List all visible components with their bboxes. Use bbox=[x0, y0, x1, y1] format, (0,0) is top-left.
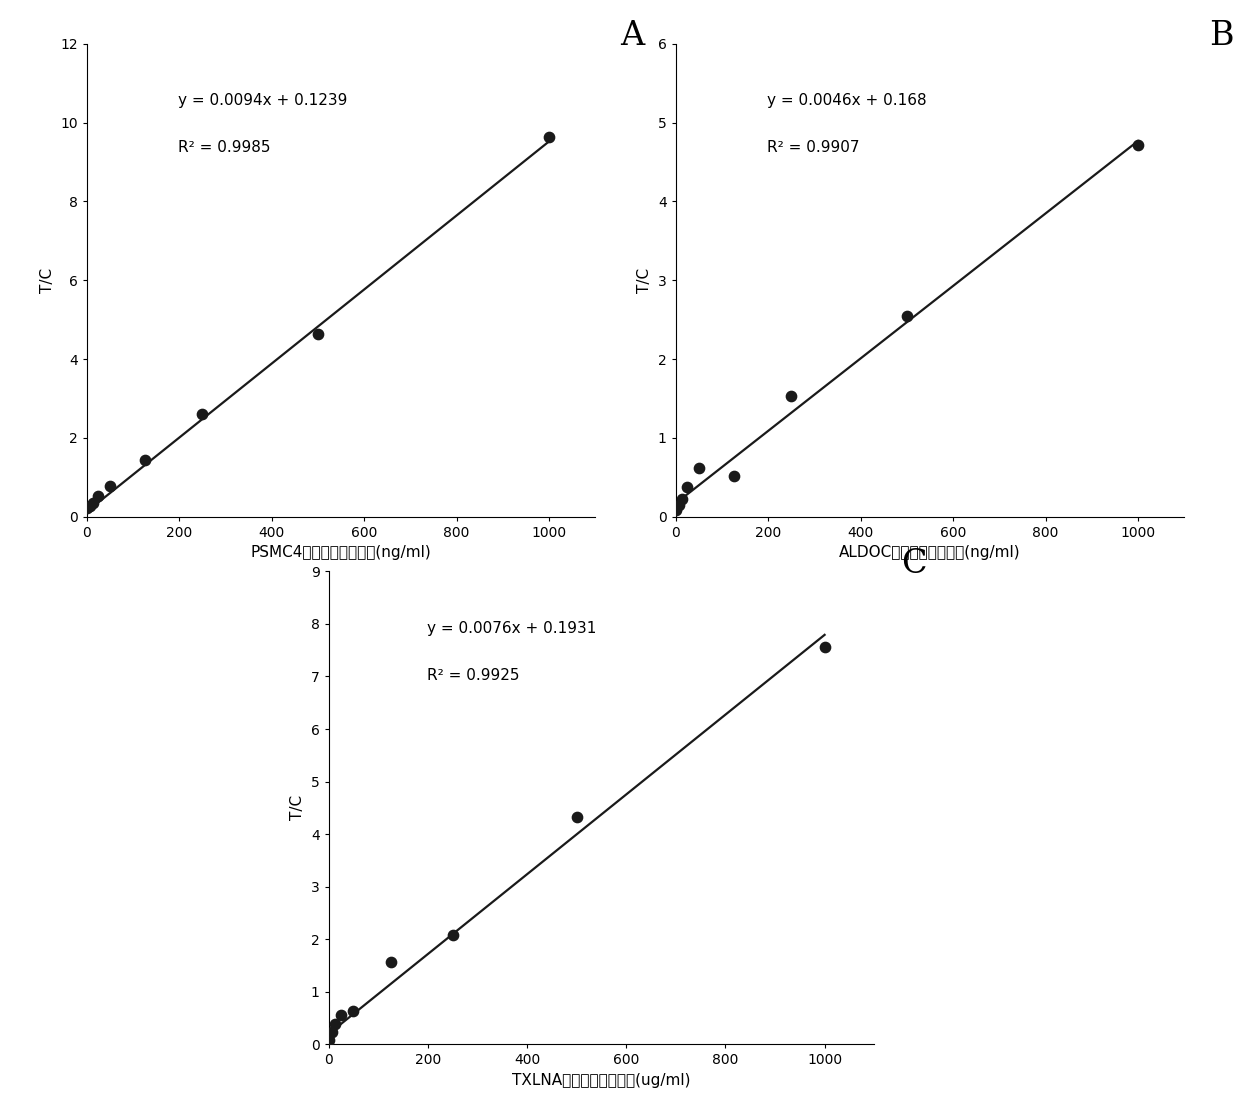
Point bbox=[668, 496, 688, 513]
X-axis label: ALDOC蛋白标准抗体浓度(ng/ml): ALDOC蛋白标准抗体浓度(ng/ml) bbox=[839, 545, 1021, 560]
X-axis label: PSMC4蛋白标准抗体浓度(ng/ml): PSMC4蛋白标准抗体浓度(ng/ml) bbox=[250, 545, 432, 560]
Point bbox=[815, 637, 835, 655]
Point bbox=[443, 926, 463, 944]
Text: A: A bbox=[620, 20, 645, 53]
Point bbox=[781, 387, 801, 404]
Y-axis label: T/C: T/C bbox=[637, 268, 652, 292]
Text: y = 0.0076x + 0.1931: y = 0.0076x + 0.1931 bbox=[427, 621, 596, 635]
Point bbox=[1128, 136, 1148, 154]
Point bbox=[192, 404, 212, 422]
Point bbox=[897, 308, 916, 325]
Point bbox=[666, 501, 686, 519]
Point bbox=[672, 490, 692, 508]
Point bbox=[83, 495, 103, 512]
Point bbox=[343, 1002, 363, 1020]
Point bbox=[88, 487, 108, 504]
Text: y = 0.0094x + 0.1239: y = 0.0094x + 0.1239 bbox=[179, 93, 347, 108]
Point bbox=[100, 477, 120, 495]
Point bbox=[325, 1015, 345, 1033]
Point bbox=[677, 478, 697, 496]
Y-axis label: T/C: T/C bbox=[290, 796, 305, 820]
Y-axis label: T/C: T/C bbox=[40, 268, 55, 292]
Text: y = 0.0046x + 0.168: y = 0.0046x + 0.168 bbox=[768, 93, 928, 108]
Text: R² = 0.9907: R² = 0.9907 bbox=[768, 141, 859, 155]
Point bbox=[724, 467, 744, 485]
Point bbox=[689, 459, 709, 477]
X-axis label: TXLNA蛋白标准抗体浓度(ug/ml): TXLNA蛋白标准抗体浓度(ug/ml) bbox=[512, 1073, 691, 1088]
Point bbox=[135, 452, 155, 469]
Point bbox=[79, 498, 99, 515]
Point bbox=[331, 1007, 351, 1024]
Point bbox=[381, 953, 401, 970]
Text: R² = 0.9985: R² = 0.9985 bbox=[179, 141, 270, 155]
Point bbox=[539, 129, 559, 146]
Point bbox=[319, 1032, 339, 1050]
Text: C: C bbox=[901, 547, 928, 580]
Point bbox=[308, 325, 327, 343]
Point bbox=[567, 809, 587, 826]
Text: R² = 0.9925: R² = 0.9925 bbox=[427, 668, 520, 682]
Point bbox=[322, 1023, 342, 1041]
Point bbox=[77, 499, 97, 517]
Text: B: B bbox=[1210, 20, 1234, 53]
